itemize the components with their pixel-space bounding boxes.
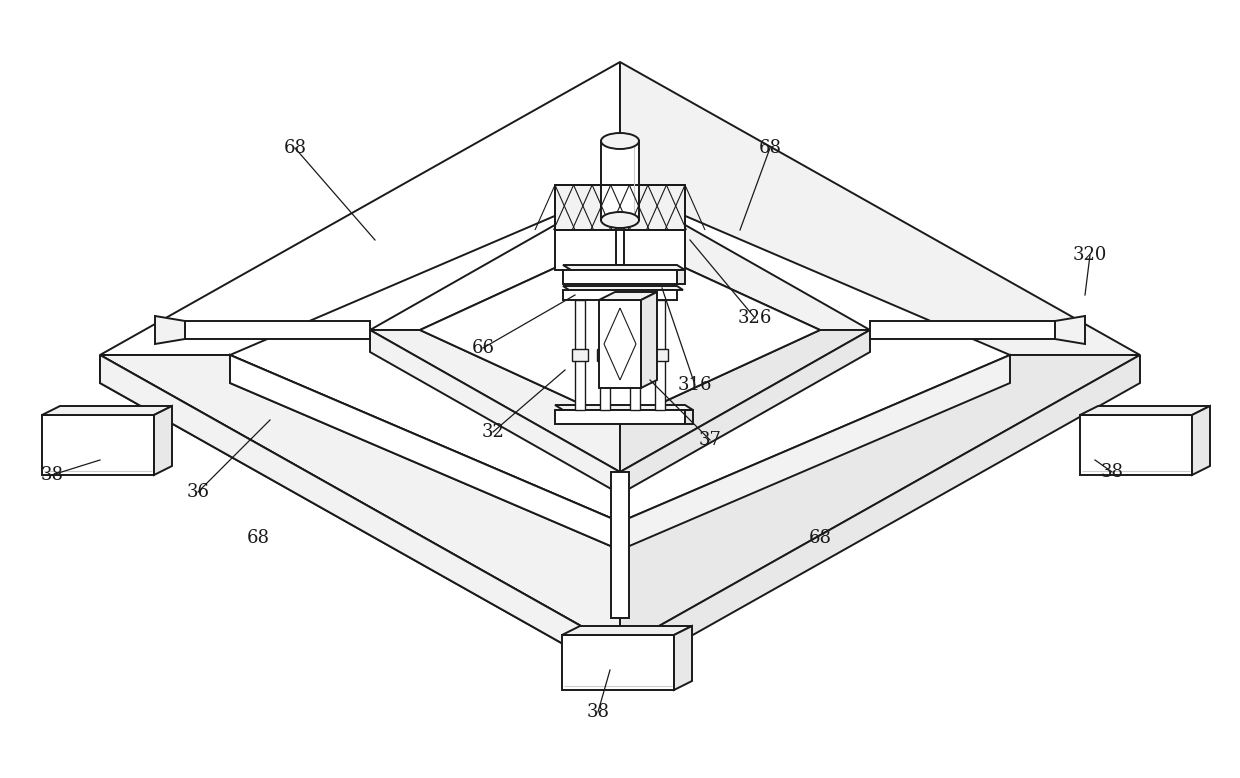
Polygon shape [229,355,620,550]
Text: 326: 326 [738,309,773,327]
Text: 66: 66 [471,339,495,357]
Ellipse shape [601,133,639,149]
Text: 32: 32 [481,423,505,441]
Polygon shape [599,300,641,388]
Polygon shape [596,349,613,361]
Polygon shape [684,410,693,424]
Polygon shape [620,330,870,494]
Polygon shape [620,355,1140,648]
Polygon shape [155,316,185,344]
Polygon shape [620,188,870,330]
Text: 38: 38 [41,466,63,484]
Polygon shape [630,300,640,410]
Polygon shape [100,355,620,676]
Polygon shape [563,265,684,270]
Polygon shape [1080,415,1192,475]
Text: 316: 316 [678,376,712,394]
Polygon shape [652,349,668,361]
Text: 320: 320 [1073,246,1107,264]
Text: 68: 68 [759,139,781,157]
Polygon shape [154,406,172,475]
Polygon shape [370,330,620,494]
Polygon shape [562,626,692,635]
Polygon shape [620,330,870,472]
Polygon shape [563,290,677,300]
Polygon shape [556,230,684,270]
Polygon shape [627,349,644,361]
Polygon shape [420,238,820,422]
Polygon shape [556,410,684,424]
Polygon shape [655,300,665,410]
Polygon shape [556,185,684,230]
Polygon shape [870,321,1055,339]
Polygon shape [42,406,172,415]
Polygon shape [1192,406,1210,475]
Polygon shape [1080,406,1210,415]
Text: 68: 68 [808,529,832,547]
Polygon shape [42,415,154,475]
Text: 68: 68 [247,529,269,547]
Polygon shape [370,330,620,472]
Polygon shape [1055,316,1085,344]
Polygon shape [620,62,1140,355]
Polygon shape [100,355,620,676]
Polygon shape [370,188,620,330]
Polygon shape [563,286,683,290]
Text: 38: 38 [1101,463,1123,481]
Text: 37: 37 [698,431,722,449]
Polygon shape [575,300,585,410]
Polygon shape [616,220,624,265]
Polygon shape [100,355,620,648]
Polygon shape [572,349,588,361]
Polygon shape [599,292,657,300]
Text: 38: 38 [587,703,610,721]
Polygon shape [185,321,370,339]
Polygon shape [600,300,610,410]
Polygon shape [562,635,675,690]
Polygon shape [611,472,629,618]
Polygon shape [620,355,1011,550]
Polygon shape [601,141,639,220]
Polygon shape [620,355,1140,676]
Polygon shape [677,270,684,284]
Polygon shape [556,405,693,410]
Text: 36: 36 [186,483,210,501]
Text: 68: 68 [284,139,306,157]
Polygon shape [229,355,620,550]
Polygon shape [563,270,677,284]
Polygon shape [641,292,657,388]
Polygon shape [100,62,620,355]
Polygon shape [675,626,692,690]
Ellipse shape [601,212,639,228]
